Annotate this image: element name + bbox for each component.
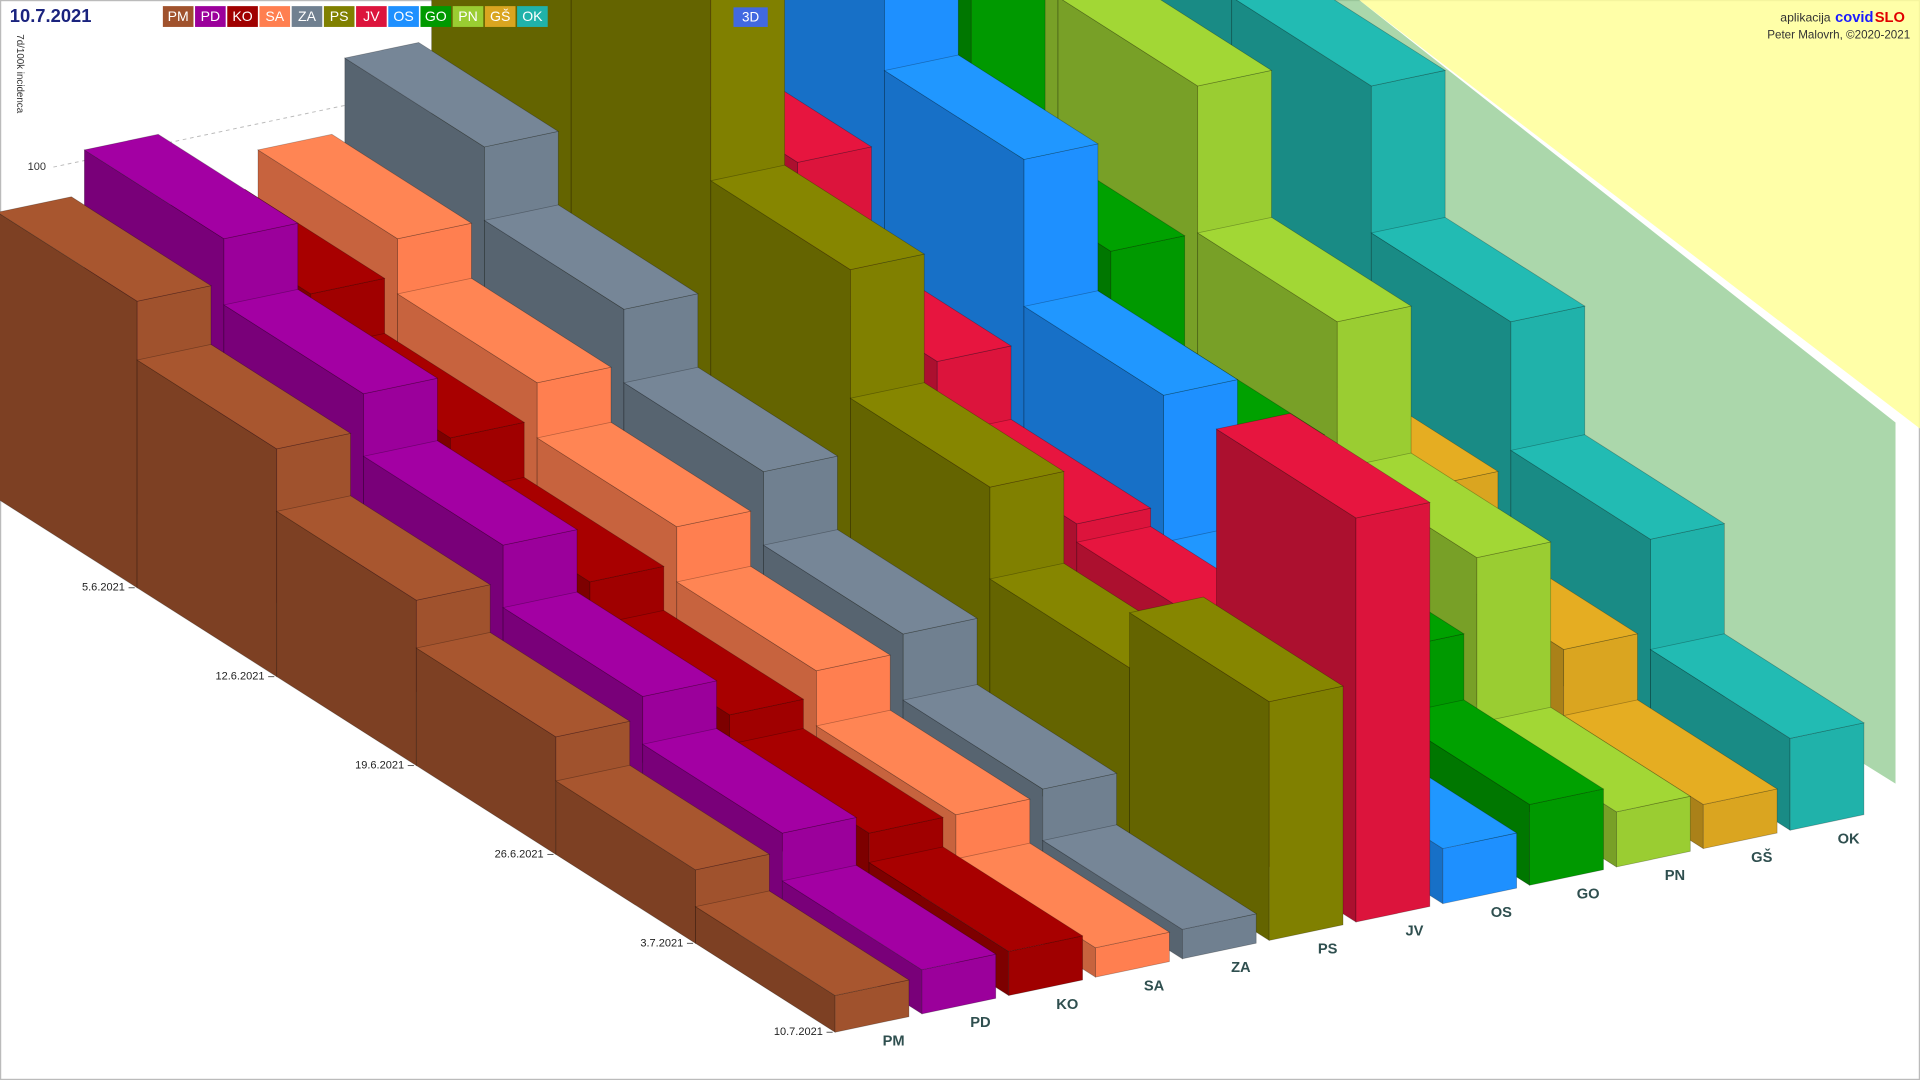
- bar-top: [849, 382, 1065, 488]
- region-label: OK: [1838, 832, 1860, 848]
- bar-top: [396, 277, 612, 384]
- region-label: PS: [1318, 942, 1338, 958]
- bar-top: [1235, 0, 1447, 87]
- region-label: SA: [1144, 978, 1165, 994]
- bar-top: [136, 344, 352, 450]
- legend-button[interactable]: [227, 6, 258, 27]
- plane-yellow: [1359, 0, 1920, 429]
- legend-label[interactable]: JV: [363, 8, 380, 24]
- bar-top: [83, 133, 299, 240]
- legend-button[interactable]: [291, 6, 323, 27]
- legend-button[interactable]: [259, 6, 291, 27]
- legend-button[interactable]: [323, 6, 355, 27]
- legend-button[interactable]: [388, 6, 419, 27]
- bar-top: [815, 709, 1031, 816]
- bar-top: [483, 204, 699, 310]
- bar-top: [1196, 216, 1413, 323]
- region-label: PN: [1665, 868, 1685, 884]
- bar-top: [1128, 596, 1344, 703]
- region-label: ZA: [1231, 960, 1251, 976]
- bar-top: [1389, 699, 1605, 805]
- legend-button[interactable]: [195, 6, 226, 27]
- author: Peter Malovrh, ©2020-2021: [1767, 29, 1910, 42]
- bar-top: [694, 890, 910, 996]
- y-axis-label: 7d/100k incidenca: [14, 34, 25, 113]
- x-tick-label: 10.7.2021: [774, 1026, 823, 1038]
- y-tick-label: 100: [28, 161, 46, 173]
- legend-label[interactable]: PM: [168, 8, 189, 24]
- legend-label[interactable]: PS: [330, 8, 349, 24]
- legend-label[interactable]: GŠ: [490, 8, 510, 24]
- x-tick-label: 19.6.2021: [355, 759, 404, 771]
- bar-top: [868, 846, 1084, 952]
- bar-top: [343, 42, 560, 148]
- overlay: 5.6.2021 12.6.2021 19.6.2021 26.6.2021 3.7.2…: [82, 6, 1860, 1050]
- bars: [0, 0, 1865, 1033]
- bar-top: [362, 440, 578, 546]
- bar-top: [883, 54, 1099, 160]
- region-label: KO: [1056, 997, 1078, 1013]
- bar-top: [554, 764, 771, 871]
- app-prefix: aplikacija: [1780, 11, 1831, 25]
- bar-top: [1370, 216, 1586, 323]
- bar-top: [902, 684, 1118, 790]
- legend-label[interactable]: PD: [201, 8, 221, 24]
- bar-top: [1062, 0, 1273, 87]
- legend-label[interactable]: GO: [425, 8, 447, 24]
- legend-button[interactable]: [452, 6, 484, 27]
- bar-top: [1649, 633, 1865, 739]
- bar: [694, 890, 910, 1033]
- bar-top: [709, 164, 926, 271]
- app-name-red: SLO: [1875, 10, 1905, 26]
- bar-top: [223, 288, 439, 395]
- date-title: 10.7.2021: [10, 5, 92, 26]
- bar-top: [0, 196, 212, 302]
- bar-top: [781, 864, 997, 971]
- bar-top: [275, 495, 492, 601]
- region-label: PD: [970, 1015, 990, 1031]
- bar-top: [762, 529, 978, 635]
- bar-front: [1529, 788, 1604, 886]
- region-label: PM: [883, 1034, 905, 1050]
- legend-button[interactable]: [356, 6, 387, 27]
- legend-label[interactable]: KO: [232, 8, 252, 24]
- bar-top: [536, 421, 752, 528]
- x-tick-label: 5.6.2021: [82, 582, 125, 594]
- bar-front: [1355, 501, 1431, 923]
- legend-button[interactable]: [484, 6, 516, 27]
- region-label: GO: [1577, 887, 1600, 903]
- x-tick-label: 12.6.2021: [215, 671, 264, 683]
- bar-top: [623, 366, 839, 473]
- bar-top: [1041, 824, 1258, 930]
- bar-front: [1268, 685, 1344, 941]
- bar-front: [1789, 722, 1865, 831]
- legend-button[interactable]: [162, 6, 194, 27]
- bar-top: [1023, 290, 1239, 396]
- mode-button-label[interactable]: 3D: [742, 9, 759, 24]
- bar-top: [257, 133, 473, 240]
- bar-top: [641, 728, 858, 834]
- region-label: OS: [1491, 905, 1512, 921]
- x-tick-label: 26.6.2021: [495, 848, 544, 860]
- mode-button[interactable]: [733, 7, 768, 27]
- legend-label[interactable]: SA: [265, 8, 284, 24]
- legend-label[interactable]: PN: [458, 8, 478, 24]
- legend-label[interactable]: OS: [393, 8, 413, 24]
- bar-top: [415, 632, 631, 738]
- legend-label[interactable]: ZA: [298, 8, 317, 24]
- bar-top: [502, 591, 718, 697]
- legend-button[interactable]: [517, 6, 548, 27]
- region-label: JV: [1406, 923, 1424, 939]
- bar-top: [675, 565, 892, 672]
- legend-label[interactable]: OK: [522, 8, 543, 24]
- legend-button[interactable]: [420, 6, 452, 27]
- bar-top: [1215, 412, 1431, 519]
- bar-top: [1509, 434, 1726, 540]
- x-tick-label: 3.7.2021: [640, 937, 683, 949]
- app-name: covid: [1835, 10, 1873, 26]
- region-label: GŠ: [1751, 848, 1772, 866]
